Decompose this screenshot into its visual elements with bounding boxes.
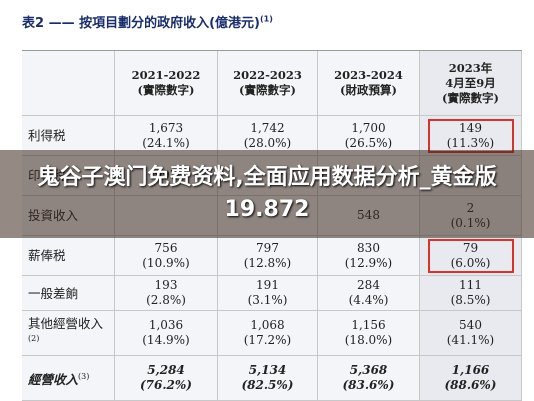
header-cell: 2023-2024 (財政預算)	[318, 51, 420, 116]
share: (83.6%)	[342, 378, 395, 392]
share: (82.5%)	[241, 378, 294, 392]
value-cell: 1,036 (14.9%)	[115, 311, 218, 356]
amount: 5,368	[349, 363, 388, 377]
value-cell: 540 (41.1%)	[420, 311, 522, 356]
share: (26.5%)	[344, 135, 393, 150]
title: 表2 —— 按項目劃分的政府收入(億港元)(1)	[22, 14, 273, 31]
label-note: (2)	[28, 334, 40, 344]
share: (2.8%)	[146, 293, 186, 307]
value-cell: 5,284 (76.2%)	[115, 356, 218, 401]
share: (88.6%)	[444, 378, 497, 392]
header-cell	[22, 51, 115, 116]
amount: 111	[459, 278, 482, 292]
value-cell: 79 (6.0%)	[420, 236, 522, 276]
value-cell: 193 (2.8%)	[115, 276, 218, 311]
label-note: (3)	[78, 371, 90, 381]
value-cell: 830 (12.9%)	[318, 236, 420, 276]
amount: 284	[357, 278, 380, 292]
share: (3.1%)	[247, 293, 288, 307]
value-cell: 284 (4.4%)	[318, 276, 420, 311]
amount: 540	[459, 318, 482, 332]
amount: 193	[154, 278, 178, 292]
amount: 1,166	[451, 363, 490, 377]
column-period: 2022-2023	[233, 68, 302, 82]
share: (4.4%)	[348, 293, 389, 307]
amount: 5,284	[147, 363, 185, 377]
amount: 149	[459, 120, 482, 135]
column-status: (實際數字)	[137, 83, 195, 97]
value-cell: 111 (8.5%)	[420, 276, 522, 311]
amount: 5,134	[248, 363, 287, 377]
value-cell: 1,166 (88.6%)	[420, 356, 522, 401]
column-period: 2021-2022	[131, 68, 201, 82]
value-cell: 5,134 (82.5%)	[218, 356, 318, 401]
amount: 1,068	[250, 318, 285, 332]
share: (14.9%)	[142, 333, 190, 347]
banner-text: 鬼谷子澳门免费资料,全面应用数据分析_黄金版19.872	[37, 165, 497, 222]
column-status: (財政預算)	[340, 83, 397, 97]
share: (24.1%)	[142, 135, 190, 150]
share: (12.9%)	[344, 255, 393, 270]
title-note: (1)	[260, 14, 273, 24]
header-cell: 2023年 4月至9月 (實際數字)	[420, 51, 522, 116]
share: (41.1%)	[446, 333, 495, 347]
row-label-text: 經營收入(3)	[28, 369, 89, 387]
value-cell: 797 (12.8%)	[218, 236, 318, 276]
amount: 191	[256, 278, 279, 292]
value-cell: 1,068 (17.2%)	[218, 311, 318, 356]
value-cell: 5,368 (83.6%)	[318, 356, 420, 401]
row-label: 薪俸税	[22, 236, 115, 276]
amount: 1,156	[351, 318, 386, 332]
share: (28.0%)	[243, 135, 292, 150]
highlight-box	[428, 119, 514, 153]
title-prefix: 表2	[22, 16, 45, 31]
share: (18.0%)	[344, 333, 393, 347]
value-cell: 756 (10.9%)	[115, 236, 218, 276]
value-cell: 149 (11.3%)	[420, 116, 522, 156]
share: (10.9%)	[142, 255, 190, 270]
amount: 1,673	[148, 120, 184, 135]
row-label-text: 薪俸税	[28, 248, 66, 263]
row-label-text: 利得税	[28, 128, 66, 143]
column-period: 4月至9月	[445, 75, 496, 90]
value-cell: 1,156 (18.0%)	[318, 311, 420, 356]
row-label: 一般差餉	[22, 276, 115, 311]
value-cell: 191 (3.1%)	[218, 276, 318, 311]
amount: 1,700	[351, 120, 386, 135]
share: (6.0%)	[450, 255, 491, 270]
header-cell: 2021-2022 (實際數字)	[115, 51, 218, 116]
share: (8.5%)	[450, 293, 491, 307]
amount: 1,036	[148, 318, 184, 332]
amount: 830	[357, 240, 380, 255]
amount: 756	[154, 240, 178, 255]
label: 利得税	[28, 128, 66, 143]
amount: 1,742	[250, 120, 285, 135]
label: 一般差餉	[28, 285, 79, 301]
share: (12.8%)	[243, 255, 292, 270]
column-period: 2023年	[448, 60, 493, 75]
row-label-text: 一般差餉	[28, 286, 78, 301]
amount: 79	[462, 240, 479, 255]
label: 薪俸税	[28, 248, 66, 263]
share: (76.2%)	[140, 378, 192, 392]
column-status: (實際數字)	[442, 90, 499, 105]
row-label: 其他經營收入 (2)	[22, 311, 115, 356]
banner: 鬼谷子澳门免费资料,全面应用数据分析_黄金版19.872	[0, 150, 534, 238]
highlight-box	[428, 239, 514, 273]
share: (17.2%)	[243, 333, 292, 347]
header-cell: 2022-2023 (實際數字)	[218, 51, 318, 116]
label: 其他經營收入	[28, 316, 104, 332]
row-label-text: 其他經營收入 (2)	[28, 316, 114, 349]
share: (11.3%)	[446, 135, 495, 150]
row-label: 經營收入(3)	[22, 356, 115, 401]
column-status: (實際數字)	[239, 83, 296, 97]
amount: 797	[256, 240, 279, 255]
label: 經營收入	[28, 372, 79, 388]
column-period: 2023-2024	[334, 68, 403, 82]
title-text: 按項目劃分的政府收入(億港元)	[79, 16, 260, 31]
